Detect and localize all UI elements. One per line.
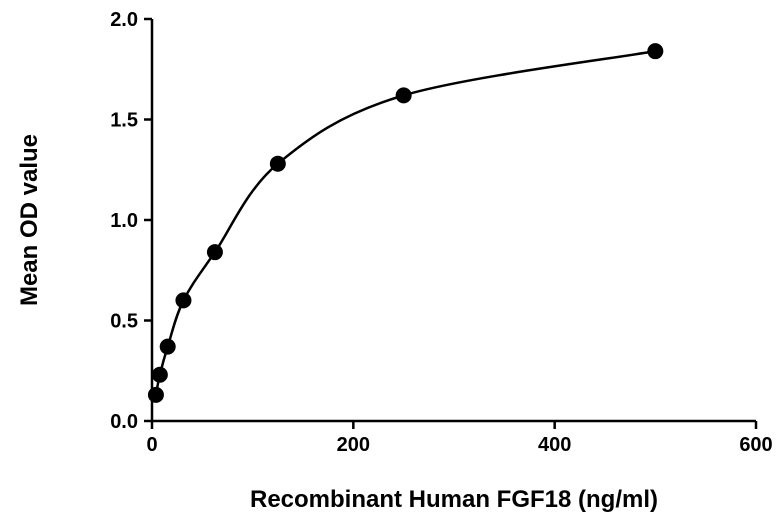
data-point xyxy=(395,87,412,104)
data-point xyxy=(647,43,664,60)
y-tick-label: 1.5 xyxy=(110,110,138,132)
data-point xyxy=(159,338,176,355)
y-tick-label: 0.5 xyxy=(110,311,138,333)
y-tick-label: 0.0 xyxy=(110,411,138,433)
x-tick-label: 200 xyxy=(337,434,370,456)
y-axis-title: Mean OD value xyxy=(16,134,43,306)
x-tick-label: 400 xyxy=(538,434,571,456)
fit-curve xyxy=(154,49,656,396)
data-point xyxy=(147,386,164,403)
ticks: 0 200 400 600 0.0 0.5 1.0 1.5 2.0 xyxy=(110,9,773,456)
data-point xyxy=(151,366,168,383)
data-point xyxy=(175,292,192,309)
axes xyxy=(150,19,756,423)
y-tick-label: 1.0 xyxy=(110,210,138,232)
x-tick-label: 0 xyxy=(146,434,157,456)
x-tick-label: 600 xyxy=(739,434,772,456)
data-point xyxy=(206,244,223,261)
plot-area xyxy=(147,43,664,403)
y-tick-label: 2.0 xyxy=(110,9,138,31)
x-axis-title: Recombinant Human FGF18 (ng/ml) xyxy=(250,486,658,513)
data-point xyxy=(269,155,286,172)
